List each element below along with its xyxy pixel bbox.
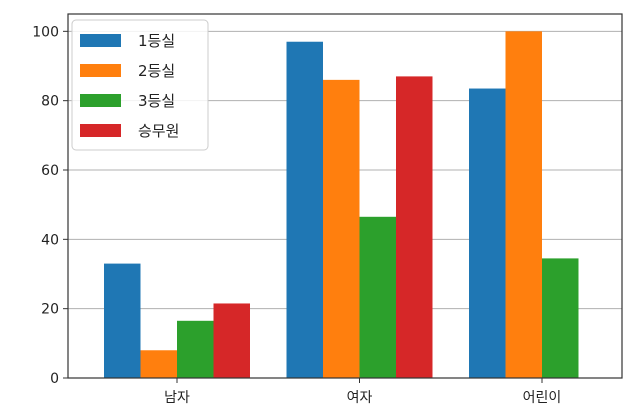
y-tick-label: 40 [41,232,59,248]
bar [213,303,250,378]
bar [140,350,177,378]
y-tick-label: 20 [41,302,59,318]
x-tick-label: 남자 [164,390,190,406]
legend-swatch [80,124,121,137]
y-tick-label: 60 [41,163,59,179]
y-tick-label: 80 [41,94,59,110]
legend-label: 2등실 [138,62,175,80]
legend-label: 3등실 [138,92,175,110]
bar [396,76,433,379]
y-tick-label: 100 [32,24,59,40]
legend-label: 1등실 [138,32,175,50]
legend-swatch [80,34,121,47]
y-tick-label: 0 [50,371,59,387]
x-axis-ticks: 남자 여자 어린이 [164,378,561,406]
bar [104,263,141,378]
x-tick-label: 여자 [347,390,373,406]
plot-frame [67,13,623,379]
legend-swatch [80,94,121,107]
bar [323,79,360,378]
x-tick-label: 어린이 [523,390,562,406]
bar [286,41,323,378]
bar [542,258,579,378]
legend-swatch [80,64,121,77]
y-axis-ticks: 0 20 40 60 80 100 [32,24,68,387]
legend-label: 승무원 [138,122,179,140]
bars [104,31,579,379]
bar [505,31,542,378]
bar [469,88,506,379]
bar [359,216,396,378]
bar [177,320,214,378]
legend-box [71,19,209,151]
